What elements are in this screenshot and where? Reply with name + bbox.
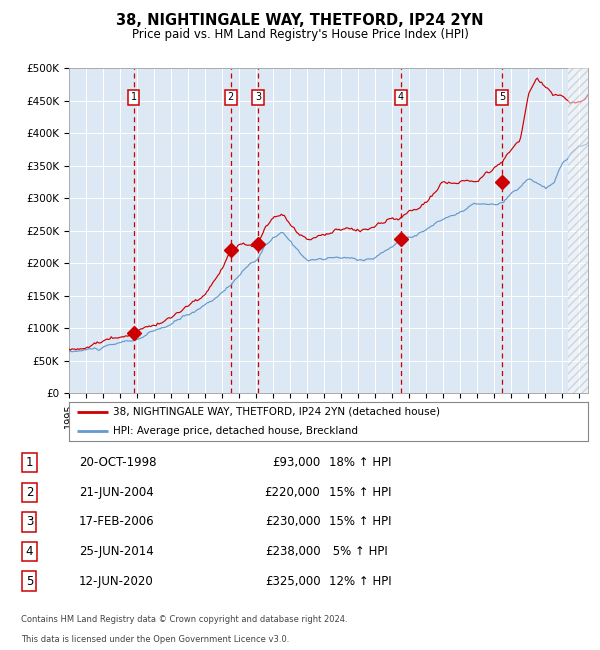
Text: 3: 3 <box>255 92 261 103</box>
Text: £230,000: £230,000 <box>265 515 320 528</box>
Text: £93,000: £93,000 <box>272 456 320 469</box>
Text: 15% ↑ HPI: 15% ↑ HPI <box>329 486 392 499</box>
Text: 1: 1 <box>131 92 137 103</box>
Text: 2: 2 <box>26 486 33 499</box>
Text: 17-FEB-2006: 17-FEB-2006 <box>79 515 155 528</box>
Text: 2: 2 <box>227 92 234 103</box>
Text: 12-JUN-2020: 12-JUN-2020 <box>79 575 154 588</box>
Text: HPI: Average price, detached house, Breckland: HPI: Average price, detached house, Brec… <box>113 426 358 436</box>
Text: £220,000: £220,000 <box>265 486 320 499</box>
Text: 5: 5 <box>26 575 33 588</box>
Text: 4: 4 <box>26 545 33 558</box>
Text: Contains HM Land Registry data © Crown copyright and database right 2024.: Contains HM Land Registry data © Crown c… <box>21 615 347 624</box>
Text: 38, NIGHTINGALE WAY, THETFORD, IP24 2YN (detached house): 38, NIGHTINGALE WAY, THETFORD, IP24 2YN … <box>113 407 440 417</box>
Text: 18% ↑ HPI: 18% ↑ HPI <box>329 456 392 469</box>
Text: 21-JUN-2004: 21-JUN-2004 <box>79 486 154 499</box>
Text: 38, NIGHTINGALE WAY, THETFORD, IP24 2YN: 38, NIGHTINGALE WAY, THETFORD, IP24 2YN <box>116 13 484 28</box>
Text: Price paid vs. HM Land Registry's House Price Index (HPI): Price paid vs. HM Land Registry's House … <box>131 28 469 41</box>
Text: This data is licensed under the Open Government Licence v3.0.: This data is licensed under the Open Gov… <box>21 634 289 644</box>
Text: 1: 1 <box>26 456 33 469</box>
Text: 25-JUN-2014: 25-JUN-2014 <box>79 545 154 558</box>
Text: 15% ↑ HPI: 15% ↑ HPI <box>329 515 392 528</box>
Text: 3: 3 <box>26 515 33 528</box>
Text: 20-OCT-1998: 20-OCT-1998 <box>79 456 157 469</box>
Text: £325,000: £325,000 <box>265 575 320 588</box>
Text: 12% ↑ HPI: 12% ↑ HPI <box>329 575 392 588</box>
Text: 4: 4 <box>398 92 404 103</box>
Text: 5% ↑ HPI: 5% ↑ HPI <box>329 545 388 558</box>
Text: 5: 5 <box>499 92 505 103</box>
Text: £238,000: £238,000 <box>265 545 320 558</box>
